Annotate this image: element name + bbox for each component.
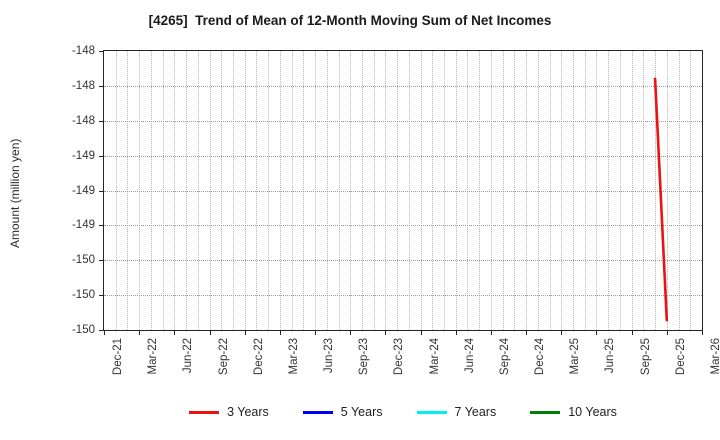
x-tick-mark bbox=[490, 331, 492, 335]
x-tick-mark bbox=[666, 331, 668, 335]
x-tick-label: Jun-24 bbox=[463, 338, 476, 374]
x-tick-mark bbox=[279, 331, 281, 335]
gridline-horizontal bbox=[104, 120, 702, 122]
x-tick-mark bbox=[385, 331, 387, 335]
x-tick-label: Dec-24 bbox=[534, 338, 547, 376]
y-tick-label: -150 bbox=[71, 254, 95, 267]
legend-label: 7 Years bbox=[454, 405, 497, 419]
x-tick-mark bbox=[174, 331, 176, 335]
y-tick-label: -149 bbox=[71, 149, 95, 162]
x-tick-mark bbox=[702, 331, 703, 335]
legend-line-swatch bbox=[416, 410, 447, 414]
x-tick-mark bbox=[526, 331, 528, 335]
gridline-horizontal bbox=[104, 260, 702, 262]
y-tick-label: -150 bbox=[71, 289, 95, 302]
legend-line-swatch bbox=[302, 410, 333, 414]
x-tick-mark bbox=[420, 331, 422, 335]
legend-line-swatch bbox=[189, 410, 220, 414]
y-axis-label: Amount (million yen) bbox=[8, 138, 22, 248]
x-tick-label: Dec-23 bbox=[393, 338, 406, 376]
gridline-horizontal bbox=[104, 85, 702, 87]
legend-label: 10 Years bbox=[568, 405, 617, 419]
legend-label: 3 Years bbox=[227, 405, 269, 419]
plot-area bbox=[103, 50, 703, 331]
y-tick-mark bbox=[99, 260, 103, 262]
x-tick-label: Jun-23 bbox=[323, 338, 336, 374]
x-tick-label: Jun-22 bbox=[182, 338, 195, 374]
y-tick-label: -149 bbox=[71, 219, 95, 232]
x-tick-mark bbox=[455, 331, 457, 335]
gridline-horizontal bbox=[104, 190, 702, 192]
x-tick-label: Sep-25 bbox=[639, 338, 652, 376]
x-tick-mark bbox=[350, 331, 352, 335]
x-tick-label: Jun-25 bbox=[604, 338, 617, 374]
y-tick-mark bbox=[99, 51, 103, 52]
y-tick-mark bbox=[99, 225, 103, 227]
gridline-horizontal bbox=[104, 155, 702, 157]
x-tick-label: Sep-24 bbox=[498, 338, 511, 376]
x-tick-mark bbox=[209, 331, 211, 335]
legend-item-3-years: 3 Years bbox=[189, 405, 269, 419]
x-tick-label: Mar-26 bbox=[710, 338, 720, 375]
legend: 3 Years 5 Years 7 Years 10 Years bbox=[103, 405, 703, 419]
legend-item-7-years: 7 Years bbox=[416, 405, 497, 419]
gridline-horizontal bbox=[104, 295, 702, 297]
x-tick-mark bbox=[139, 331, 141, 335]
x-tick-label: Mar-25 bbox=[569, 338, 582, 375]
x-tick-mark bbox=[596, 331, 598, 335]
legend-line-swatch bbox=[530, 410, 561, 414]
y-tick-mark bbox=[99, 85, 103, 87]
chart-title: [4265] Trend of Mean of 12-Month Moving … bbox=[148, 13, 552, 28]
x-tick-mark bbox=[244, 331, 246, 335]
y-tick-mark bbox=[99, 330, 103, 331]
y-tick-label: -149 bbox=[71, 184, 95, 197]
x-tick-label: Sep-23 bbox=[358, 338, 371, 376]
y-tick-mark bbox=[99, 295, 103, 297]
x-tick-label: Dec-22 bbox=[252, 338, 265, 376]
x-tick-label: Dec-25 bbox=[674, 338, 687, 376]
y-tick-label: -148 bbox=[71, 79, 95, 92]
series-line-3-years bbox=[653, 77, 669, 322]
x-tick-mark bbox=[315, 331, 317, 335]
x-tick-label: Sep-22 bbox=[217, 338, 230, 376]
y-tick-label: -148 bbox=[71, 45, 95, 57]
y-tick-mark bbox=[99, 120, 103, 122]
y-tick-mark bbox=[99, 155, 103, 157]
legend-label: 5 Years bbox=[340, 405, 383, 419]
x-tick-label: Dec-21 bbox=[112, 338, 124, 376]
y-tick-label: -148 bbox=[71, 114, 95, 127]
x-tick-mark bbox=[561, 331, 563, 335]
x-tick-label: Mar-24 bbox=[428, 338, 441, 375]
x-tick-label: Mar-23 bbox=[287, 338, 300, 375]
series-lines-canvas bbox=[653, 77, 669, 322]
legend-item-10-years: 10 Years bbox=[530, 405, 617, 419]
y-tick-mark bbox=[99, 190, 103, 192]
y-tick-label: -150 bbox=[71, 324, 95, 336]
x-tick-mark bbox=[631, 331, 633, 335]
legend-item-5-years: 5 Years bbox=[302, 405, 383, 419]
gridline-horizontal bbox=[104, 225, 702, 227]
x-tick-mark bbox=[104, 331, 105, 335]
x-tick-label: Mar-22 bbox=[147, 338, 160, 375]
